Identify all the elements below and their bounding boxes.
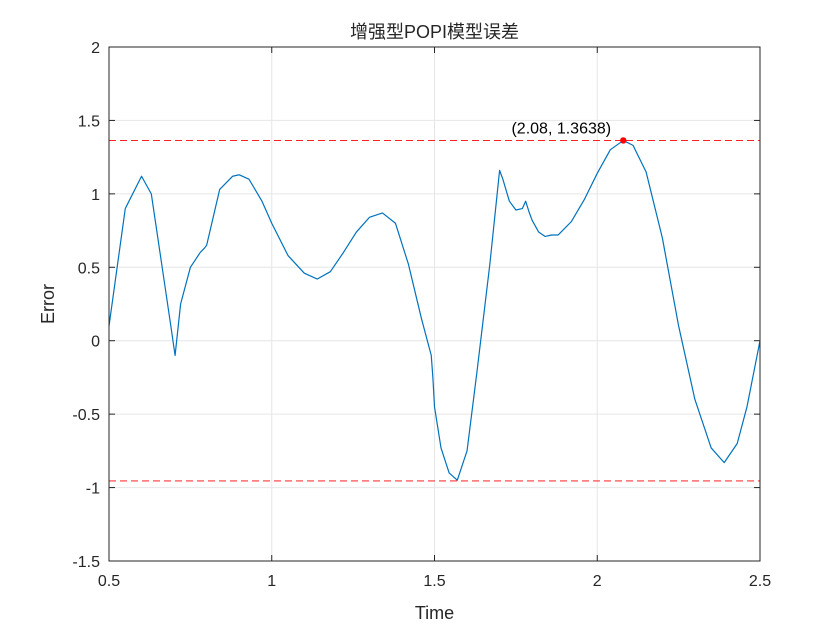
x-tick-label: 1.5 xyxy=(423,573,445,590)
x-axis-label: Time xyxy=(415,603,454,623)
y-tick-label: 2 xyxy=(91,40,100,57)
x-tick-label: 0.5 xyxy=(98,573,120,590)
tick-layer: 0.5 1 1.5 2 2.5 -1.5 -1 -0.5 0 0.5 1 1.5 2 xyxy=(72,40,771,590)
y-axis-label: Error xyxy=(38,284,58,324)
x-tick-label: 2.5 xyxy=(749,573,771,590)
chart-title: 增强型POPI模型误差 xyxy=(350,22,519,42)
max-point-marker xyxy=(620,137,627,144)
y-tick-label: -1 xyxy=(86,481,100,498)
y-tick-label: 1.5 xyxy=(78,113,100,130)
y-tick-label: 0.5 xyxy=(78,260,100,277)
reference-lines xyxy=(109,139,760,482)
y-tick-label: -0.5 xyxy=(72,407,100,424)
max-point-annotation: (2.08, 1.3638) xyxy=(511,120,611,137)
x-tick-label: 1 xyxy=(267,573,276,590)
x-tick-label: 2 xyxy=(593,573,602,590)
error-series-line xyxy=(108,139,761,481)
y-tick-label: 1 xyxy=(91,187,100,204)
y-tick-label: -1.5 xyxy=(72,554,100,571)
y-tick-label: 0 xyxy=(91,334,100,351)
